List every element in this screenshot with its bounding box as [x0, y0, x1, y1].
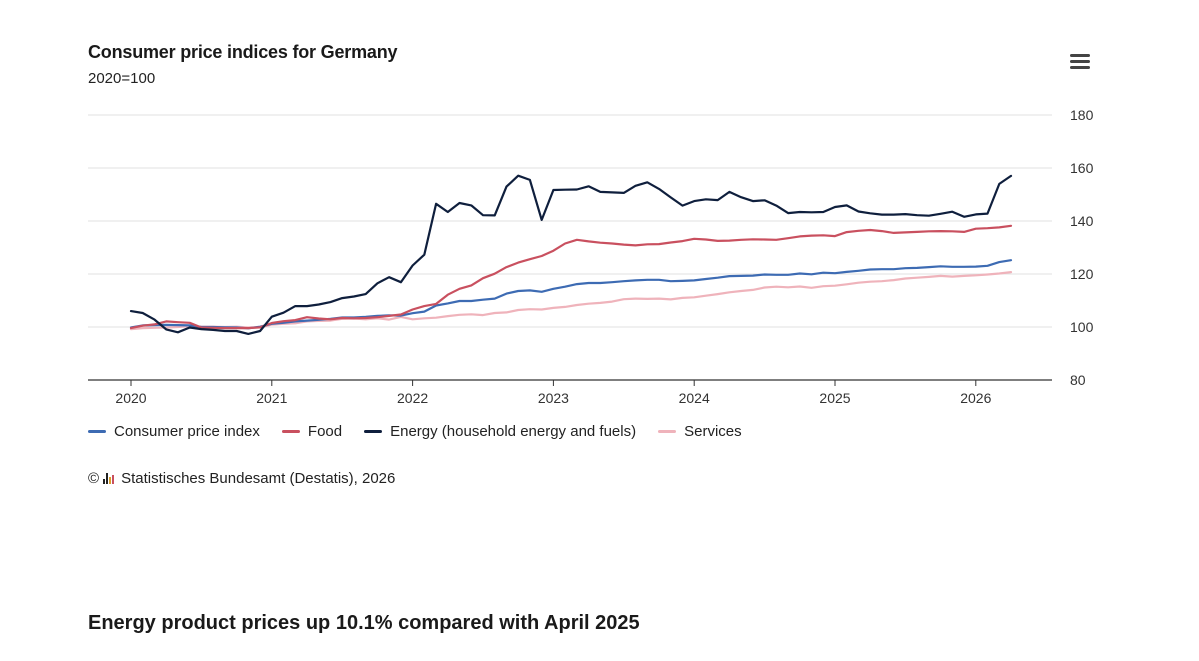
legend-item[interactable]: Services: [658, 423, 742, 440]
legend-swatch: [364, 430, 383, 433]
x-tick-label: 2025: [819, 390, 850, 406]
legend-item[interactable]: Food: [281, 423, 343, 440]
legend-label: Consumer price index: [114, 423, 260, 440]
y-tick-label: 180: [1070, 107, 1094, 123]
x-tick-label: 2024: [679, 390, 710, 406]
credits[interactable]: © Statistisches Bundesamt (Destatis), 20…: [88, 470, 395, 487]
x-tick-label: 2021: [256, 390, 287, 406]
series-line-consumer-price-index[interactable]: [129, 259, 1013, 330]
y-tick-label: 120: [1070, 266, 1094, 282]
legend-item[interactable]: Energy (household energy and fuels): [364, 423, 636, 440]
series-line-energy-household-energy-and-fuels[interactable]: [129, 174, 1013, 335]
x-axis: [88, 379, 1052, 386]
x-tick-label: 2026: [960, 390, 991, 406]
chart-subtitle: 2020=100: [88, 70, 156, 87]
legend-label: Services: [684, 423, 742, 440]
x-tick-label: 2020: [115, 390, 146, 406]
y-tick-label: 80: [1070, 372, 1086, 388]
chart-title: Consumer price indices for Germany: [88, 42, 398, 62]
x-tick-labels: 2020 2021 2022 2023 2024 2025 2026: [115, 390, 991, 406]
destatis-logo-icon: [103, 473, 115, 484]
series-lines: [129, 174, 1013, 335]
legend-swatch: [281, 430, 300, 433]
series-line-services[interactable]: [129, 271, 1013, 331]
legend-label: Energy (household energy and fuels): [390, 423, 637, 440]
legend-swatch: [88, 430, 106, 433]
legend-swatch: [658, 430, 677, 433]
x-tick-label: 2023: [538, 390, 569, 406]
y-tick-labels: 80 100 120 140 160 180: [1070, 107, 1094, 388]
y-tick-label: 140: [1070, 213, 1094, 229]
section-heading: Energy product prices up 10.1% compared …: [88, 612, 640, 634]
series-line-food[interactable]: [129, 224, 1013, 330]
y-tick-label: 100: [1070, 319, 1094, 335]
hamburger-menu-icon[interactable]: [1070, 50, 1094, 72]
legend: Consumer price index Food Energy (househol…: [88, 423, 742, 440]
grid-lines: [88, 114, 1052, 328]
legend-item[interactable]: Consumer price index: [88, 423, 260, 440]
x-tick-label: 2022: [397, 390, 428, 406]
copyright-symbol: ©: [88, 470, 100, 487]
y-tick-label: 160: [1070, 160, 1094, 176]
credits-text: Statistisches Bundesamt (Destatis), 2026: [121, 470, 396, 487]
legend-label: Food: [307, 423, 343, 440]
